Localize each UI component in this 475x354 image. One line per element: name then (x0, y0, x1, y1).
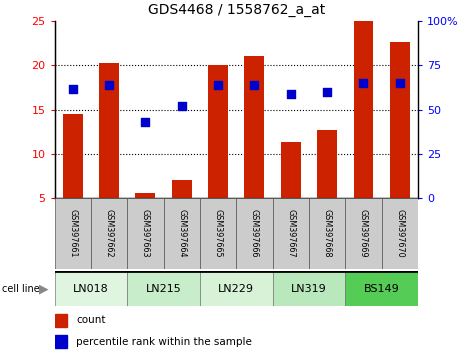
Point (69, 86, 76, 91)
Bar (63, 114, 83, 198)
Bar (99, 63, 119, 198)
Point (287, 91, 294, 97)
Point (214, 82, 222, 88)
Bar (390, 42, 410, 198)
Bar (273, 271, 345, 306)
Bar (381, 198, 418, 269)
Bar (309, 198, 345, 269)
Text: LN018: LN018 (73, 284, 109, 293)
Text: count: count (76, 315, 106, 325)
Bar (281, 142, 301, 198)
Bar (273, 198, 309, 269)
Bar (208, 65, 228, 198)
Text: GSM397668: GSM397668 (323, 209, 332, 258)
Text: GSM397667: GSM397667 (286, 209, 295, 258)
Bar (245, 56, 265, 198)
Point (105, 82, 113, 88)
Bar (353, 21, 373, 198)
Text: GSM397662: GSM397662 (104, 209, 114, 258)
Text: GSM397665: GSM397665 (214, 209, 223, 258)
Point (360, 80, 367, 86)
Point (323, 89, 331, 95)
Bar (55, 335, 67, 348)
Bar (91, 198, 127, 269)
Bar (135, 193, 155, 198)
Bar (200, 198, 237, 269)
Text: ▶: ▶ (39, 282, 49, 295)
Text: GSM397663: GSM397663 (141, 209, 150, 258)
Bar (55, 271, 127, 306)
Text: GSM397664: GSM397664 (177, 209, 186, 258)
Bar (345, 198, 381, 269)
Text: LN319: LN319 (291, 284, 327, 293)
Bar (127, 198, 163, 269)
Point (251, 82, 258, 88)
Text: GSM397670: GSM397670 (395, 209, 404, 258)
Bar (163, 198, 200, 269)
Text: LN229: LN229 (218, 284, 254, 293)
Bar (200, 271, 273, 306)
Bar (172, 180, 192, 198)
Text: LN215: LN215 (146, 284, 181, 293)
Point (178, 103, 186, 109)
Bar (127, 271, 200, 306)
Bar (317, 130, 337, 198)
Text: cell line: cell line (2, 284, 40, 293)
Text: GSM397661: GSM397661 (68, 209, 77, 258)
Title: GDS4468 / 1558762_a_at: GDS4468 / 1558762_a_at (148, 4, 325, 17)
Bar (55, 198, 91, 269)
Text: percentile rank within the sample: percentile rank within the sample (76, 337, 252, 347)
Text: GSM397669: GSM397669 (359, 209, 368, 258)
Bar (55, 314, 67, 327)
Bar (345, 271, 418, 306)
Point (396, 80, 404, 86)
Bar (237, 198, 273, 269)
Point (142, 119, 149, 125)
Text: GSM397666: GSM397666 (250, 209, 259, 258)
Text: BS149: BS149 (364, 284, 399, 293)
